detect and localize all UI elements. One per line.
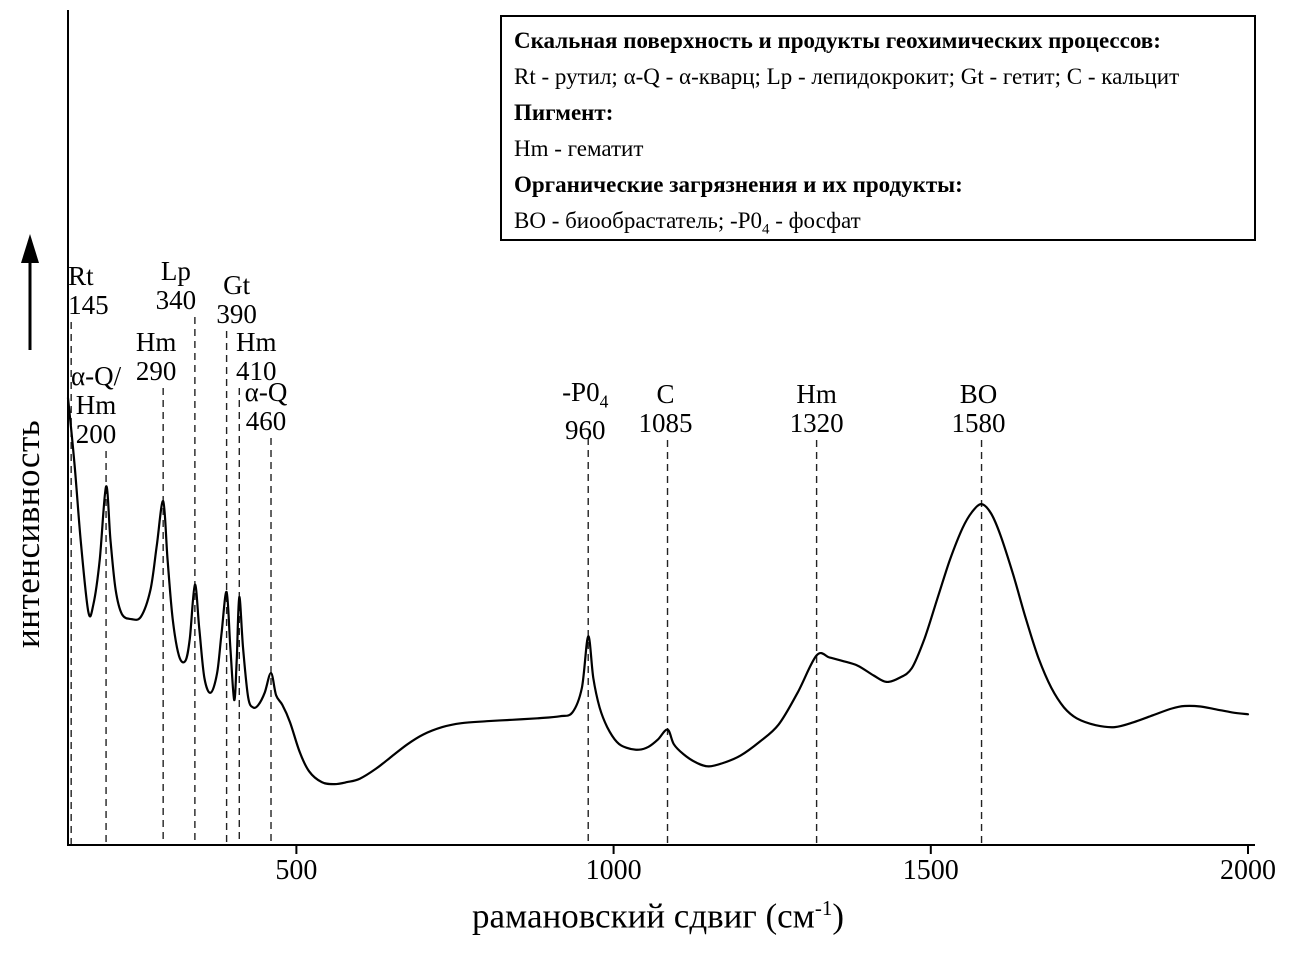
peak-label-410: Hm 410 xyxy=(236,327,277,386)
peak-label-1580: BO 1580 xyxy=(951,379,1006,438)
spectrum-curve xyxy=(66,396,1250,786)
legend-line-0: Скальная поверхность и продукты геохимич… xyxy=(514,28,1161,53)
peak-label-1320: Hm 1320 xyxy=(789,379,844,438)
peak-label-200: α-Q/Hm 200 xyxy=(70,361,122,449)
peak-label-340: Lp 340 xyxy=(155,256,197,315)
y-axis-arrow-head-icon xyxy=(21,234,39,263)
legend-box: Скальная поверхность и продукты геохимич… xyxy=(500,15,1256,241)
legend-line-5: BO - биообрастатель; -P04 - фосфат xyxy=(514,208,861,238)
x-tick-label-1000: 1000 xyxy=(585,855,642,886)
x-tick-label-2000: 2000 xyxy=(1220,855,1276,886)
legend-line-2: Пигмент: xyxy=(514,100,614,125)
peak-label-960: -P04 960 xyxy=(562,377,609,446)
legend-line-4: Органические загрязнения и их продукты: xyxy=(514,172,963,197)
x-tick-label-1500: 1500 xyxy=(902,855,959,886)
peak-label-1085: C 1085 xyxy=(638,379,693,438)
legend-line-3: Hm - гематит xyxy=(514,136,644,161)
x-tick-label-500: 500 xyxy=(275,855,318,886)
peak-label-290: Hm 290 xyxy=(135,327,177,386)
peak-label-460: α-Q 460 xyxy=(244,377,288,436)
peak-label-390: Gt 390 xyxy=(216,270,257,329)
x-axis-label: рамановский сдвиг (см-1) xyxy=(472,896,844,936)
y-axis-label: интенсивность xyxy=(8,419,47,648)
legend-line-1: Rt - рутил; α-Q - α-кварц; Lp - лепидокр… xyxy=(514,64,1180,89)
peak-label-145: Rt 145 xyxy=(68,261,109,320)
